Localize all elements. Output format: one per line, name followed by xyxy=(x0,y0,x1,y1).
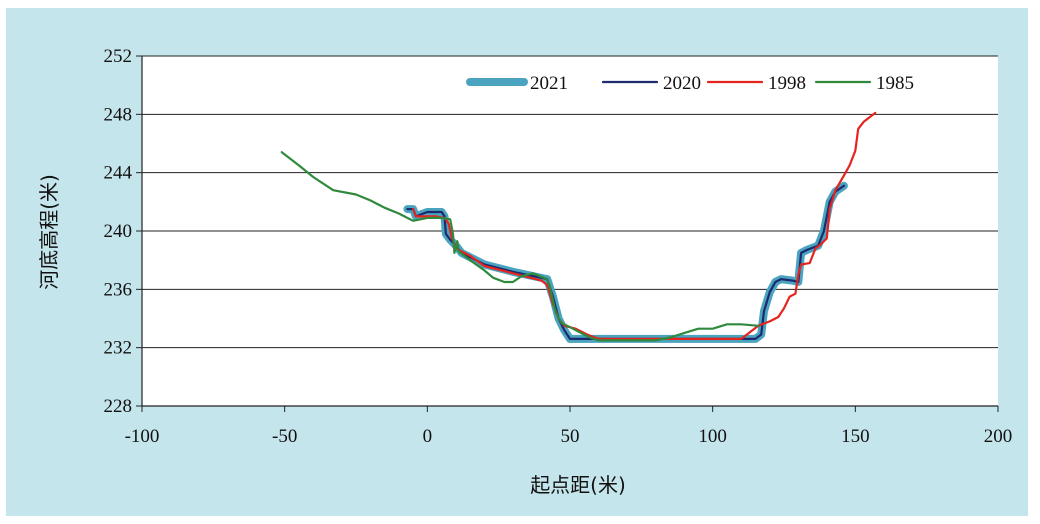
legend: 2021 2020 1998 1985 xyxy=(466,73,914,94)
y-tick-label: 244 xyxy=(104,163,133,184)
y-tick-label: 236 xyxy=(104,279,133,300)
x-tick-label: 100 xyxy=(698,426,727,447)
x-tick-label: 0 xyxy=(423,426,433,447)
y-tick-label: 240 xyxy=(104,221,133,242)
line-chart: 228 232 236 240 244 248 252 -100 -50 0 50 100 150 200… xyxy=(37,46,1013,497)
series-line-1985 xyxy=(280,151,760,342)
y-tick-label: 248 xyxy=(104,104,133,125)
chart-frame: 228 232 236 240 244 248 252 -100 -50 0 50 100 150 200… xyxy=(6,8,1028,516)
y-tick-label: 252 xyxy=(104,46,133,67)
y-axis-label: 河底高程(米) xyxy=(37,174,61,290)
series-layer xyxy=(280,111,877,343)
y-tick-label: 228 xyxy=(104,396,133,417)
legend-label-1998: 1998 xyxy=(768,73,806,94)
grid-layer xyxy=(142,55,998,406)
y-tick-label: 232 xyxy=(104,338,133,359)
x-tick-label: 150 xyxy=(841,426,870,447)
legend-label-1985: 1985 xyxy=(876,73,914,94)
legend-label-2020: 2020 xyxy=(663,73,701,94)
axes-layer: 228 232 236 240 244 248 252 -100 -50 0 50 100 150 200 xyxy=(104,46,1013,447)
x-tick-label: -100 xyxy=(125,426,160,447)
x-tick-label: -50 xyxy=(272,426,297,447)
x-tick-label: 200 xyxy=(984,426,1013,447)
legend-label-2021: 2021 xyxy=(530,73,568,94)
x-tick-label: 50 xyxy=(561,426,580,447)
x-axis-label: 起点距(米) xyxy=(530,473,626,497)
